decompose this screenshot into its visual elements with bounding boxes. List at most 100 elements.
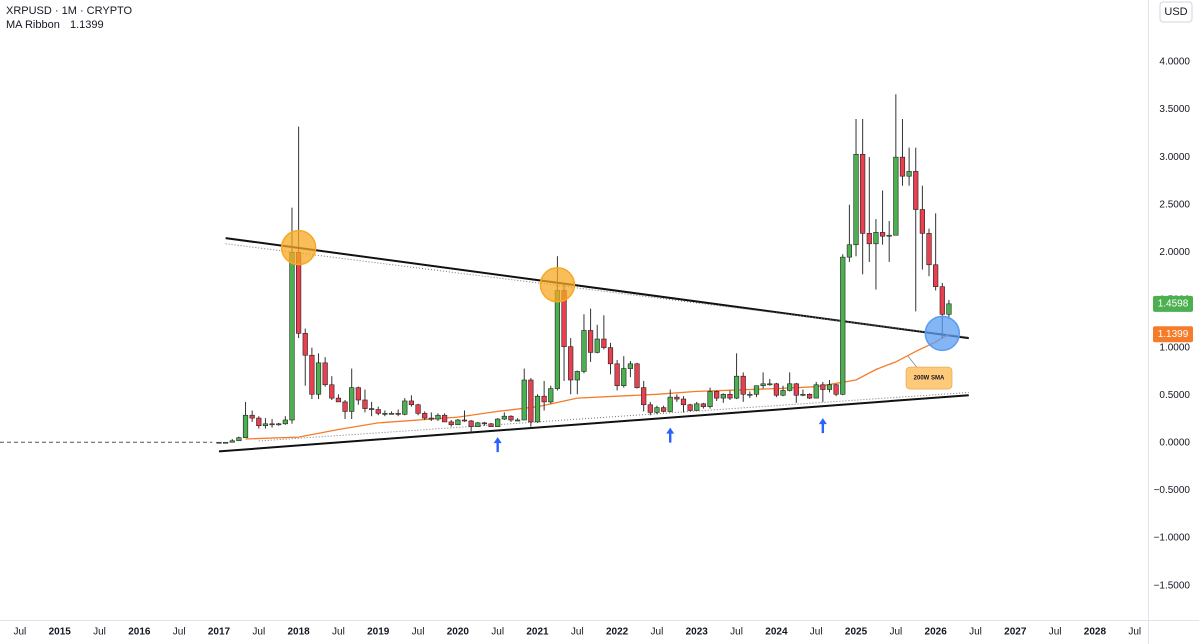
candle-body — [700, 403, 706, 407]
x-tick-label: 2018 — [287, 627, 310, 638]
ma-line — [245, 333, 950, 440]
x-tick-label: Jul — [651, 627, 664, 638]
candle-body — [647, 404, 653, 413]
candle-body — [793, 383, 799, 396]
price-label: 1.4598 — [1158, 298, 1189, 309]
candle-body — [581, 330, 587, 372]
candle-body — [594, 338, 600, 353]
candle-body — [674, 396, 680, 400]
currency-box[interactable] — [1159, 1, 1193, 23]
candle-body — [302, 333, 308, 356]
arrow — [818, 418, 827, 434]
candle-body — [866, 233, 872, 245]
x-tick-label: 2021 — [526, 627, 549, 638]
candle-body — [767, 383, 773, 386]
candle-body — [355, 387, 361, 401]
candle-body — [488, 423, 494, 427]
y-tick-label: −0.5000 — [1154, 485, 1191, 496]
candle-body — [349, 387, 355, 412]
x-tick-label: 2024 — [765, 627, 788, 638]
candle-body — [853, 153, 859, 246]
highlight-circle — [280, 229, 317, 266]
candle-body — [242, 414, 249, 439]
candle-body — [833, 384, 839, 395]
candle-body — [475, 422, 481, 427]
candle-body — [919, 209, 925, 234]
annotation-text: 200W SMA — [914, 376, 945, 382]
y-tick-label: 2.0000 — [1159, 247, 1190, 258]
candle-body — [800, 393, 806, 396]
candle-body — [382, 413, 388, 415]
trendline — [218, 394, 969, 453]
candle-body — [787, 383, 793, 391]
candle-body — [780, 390, 786, 396]
x-tick-label: Jul — [810, 627, 823, 638]
candle-body — [481, 422, 488, 425]
x-tick-label: 2028 — [1084, 627, 1107, 638]
candle-body — [926, 233, 932, 266]
y-tick-label: 3.0000 — [1159, 152, 1190, 163]
candle-body — [826, 384, 833, 390]
candle-body — [680, 398, 687, 406]
candle-body — [362, 399, 368, 409]
candle-body — [508, 415, 514, 421]
candle-body — [873, 232, 879, 245]
x-tick-label: 2020 — [447, 627, 470, 638]
x-tick-label: 2022 — [606, 627, 629, 638]
candle-body — [289, 252, 295, 421]
annotation-box — [905, 366, 953, 390]
candle-body — [428, 417, 434, 420]
candle-body — [548, 388, 554, 403]
candle-body — [946, 303, 952, 315]
x-tick-label: Jul — [332, 627, 345, 638]
candle-body — [322, 362, 328, 386]
x-tick-label: 2017 — [208, 627, 231, 638]
x-tick-label: 2015 — [49, 627, 72, 638]
y-tick-label: 0.0000 — [1159, 437, 1190, 448]
candle-body — [388, 413, 395, 415]
x-tick-label: 2026 — [925, 627, 948, 638]
candle-body — [601, 338, 607, 348]
x-tick-label: 2027 — [1004, 627, 1027, 638]
candle-body — [740, 375, 746, 395]
candle-body — [840, 256, 846, 395]
candle-body — [753, 385, 760, 395]
candle-body — [335, 397, 342, 403]
candle-body — [654, 407, 660, 413]
candle-body — [276, 423, 282, 426]
candle-body — [455, 419, 461, 426]
y-tick-label: 2.5000 — [1159, 199, 1190, 210]
candle-body — [408, 400, 415, 406]
candle-body — [309, 354, 315, 395]
candle-body — [621, 368, 627, 387]
candle-body — [568, 346, 574, 381]
x-tick-label: Jul — [252, 627, 265, 638]
candle-body — [933, 264, 939, 287]
candle-body — [448, 421, 454, 426]
y-tick-label: 4.0000 — [1159, 57, 1190, 68]
currency[interactable]: USD — [1164, 6, 1187, 18]
candle-body — [442, 414, 448, 423]
y-tick-label: 0.5000 — [1159, 390, 1190, 401]
candle-body — [939, 286, 945, 315]
candle-body — [369, 408, 375, 410]
chart-title: XRPUSD · 1M · CRYPTO — [6, 5, 133, 17]
arrow — [493, 437, 502, 453]
candle-body — [495, 418, 501, 427]
candle-body — [262, 423, 269, 427]
candle-body — [534, 395, 541, 423]
candle-body — [501, 415, 507, 420]
price-label: 1.1399 — [1158, 329, 1189, 340]
x-tick-label: Jul — [889, 627, 902, 638]
candle-body — [249, 414, 255, 419]
candle-body — [415, 404, 421, 414]
candle-body — [541, 395, 547, 403]
candle-body — [587, 330, 594, 353]
candle-body — [256, 417, 262, 427]
candle-body — [886, 234, 892, 237]
candle-body — [893, 156, 899, 236]
candle-body — [395, 413, 401, 415]
candle-body — [614, 363, 620, 387]
